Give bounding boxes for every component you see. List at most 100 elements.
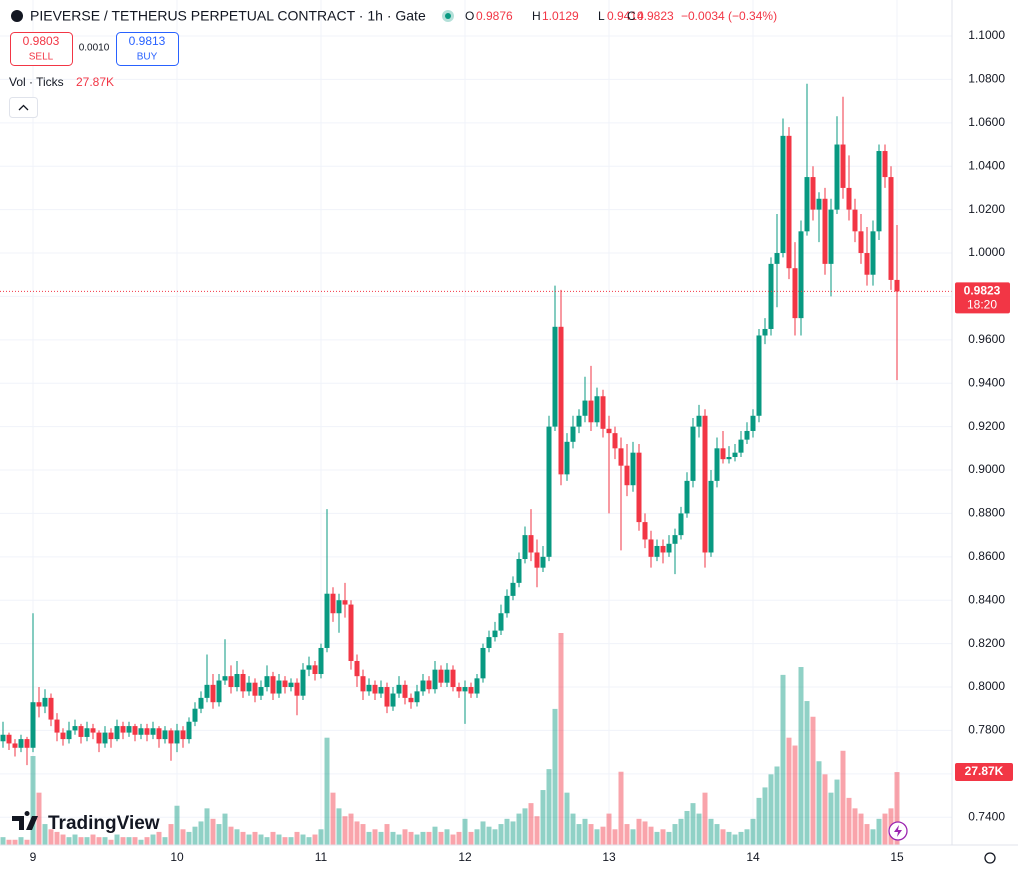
candle-body [756,335,762,416]
volume-bar [210,818,216,845]
y-tick-label: 1.1000 [968,28,1005,42]
volume-bar [180,829,186,845]
y-tick-label: 0.7800 [968,723,1005,737]
candle-body [582,400,588,416]
volume-bar [138,839,144,845]
volume-bar [414,834,420,845]
candle-body [474,678,480,694]
volume-bar [852,808,858,845]
volume-bar [282,837,288,845]
volume-pane [0,633,900,845]
collapse-icon [18,104,29,111]
candle-body [384,687,390,707]
candle-body [726,457,732,460]
volume-bar [738,831,744,845]
volume-bar [768,774,774,845]
candle-body [60,732,66,740]
candle-body [636,452,642,523]
volume-bar [162,837,168,845]
candle-body [678,513,684,536]
candle-body [762,328,768,336]
candle-body [348,604,354,661]
candle-body [660,545,666,553]
volume-bar [828,792,834,845]
volume-bar [258,834,264,845]
candle-body [312,665,318,675]
candle-body [564,441,570,475]
candle-body [336,600,342,614]
sell-button[interactable] [10,32,73,66]
volume-bar [774,766,780,845]
candle-body [108,732,114,740]
volume-bar [408,831,414,845]
volume-legend: Vol · Ticks [9,75,64,89]
volume-bar [204,808,210,845]
volume-bar [264,837,270,845]
volume-bar [702,792,708,845]
volume-bar [486,826,492,845]
volume-bar [552,708,558,845]
candle-body [858,231,864,254]
y-tick-label: 0.8400 [968,592,1005,606]
volume-bar [576,824,582,845]
sell-price: 0.9803 [23,34,60,48]
candle-body [42,697,48,707]
volume-bar [804,701,810,845]
y-tick-label: 0.9600 [968,332,1005,346]
candle-body [504,595,510,614]
candle-body [12,743,18,748]
candle-body [114,726,120,740]
candle-body [132,726,138,735]
candle-body [264,676,270,688]
volume-bar [636,818,642,845]
candle-body [654,545,660,557]
candle-body [534,552,540,568]
volume-bar [708,818,714,845]
volume-bar [336,808,342,845]
candles [0,83,952,766]
y-tick-label: 0.9400 [968,375,1005,389]
candle-body [612,433,618,449]
candle-body [72,726,78,731]
sell-label: SELL [29,52,54,63]
candle-body [48,697,54,720]
status-dot [445,13,451,19]
candle-body [168,730,174,744]
volume-bar [294,831,300,845]
volume-bar [570,813,576,845]
candle-body [690,426,696,481]
y-tick-label: 1.0800 [968,72,1005,86]
candle-body [510,582,516,596]
buy-button[interactable] [116,32,179,66]
volume-bar [186,831,192,845]
volume-bar [90,834,96,845]
candle-body [390,693,396,707]
candle-body [414,691,420,703]
candle-body [450,669,456,688]
volume-bar [546,769,552,845]
candle-body [738,439,744,453]
ohlc-value: 0.9876 [476,9,513,23]
candle-body [408,697,414,703]
candle-body [246,682,252,692]
candle-body [600,396,606,429]
candle-body [840,144,846,188]
candle-body [888,177,894,280]
candle-body [540,556,546,568]
candle-body [570,426,576,442]
volume-bar [174,805,180,845]
ohlc-value: 0.9414 [607,9,644,23]
volume-bar [750,818,756,845]
volume-bar [306,837,312,845]
volume-bar [666,831,672,845]
settings-icon[interactable] [984,852,996,864]
collapse-button[interactable] [9,97,38,118]
axes: 0.74000.76000.78000.80000.82000.84000.86… [30,28,1013,864]
volume-bar [894,772,900,845]
y-tick-label: 1.0200 [968,202,1005,216]
volume-bar [786,737,792,845]
candle-body [468,687,474,694]
candle-body [456,687,462,692]
volume-bar [498,824,504,845]
buy-price: 0.9813 [129,34,166,48]
